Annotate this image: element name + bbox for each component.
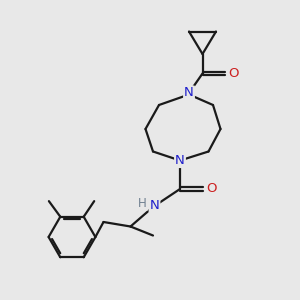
Text: N: N — [150, 199, 159, 212]
Text: O: O — [228, 67, 238, 80]
Text: H: H — [138, 197, 147, 210]
Text: O: O — [206, 182, 217, 196]
Text: N: N — [175, 154, 185, 167]
Text: N: N — [184, 86, 194, 100]
